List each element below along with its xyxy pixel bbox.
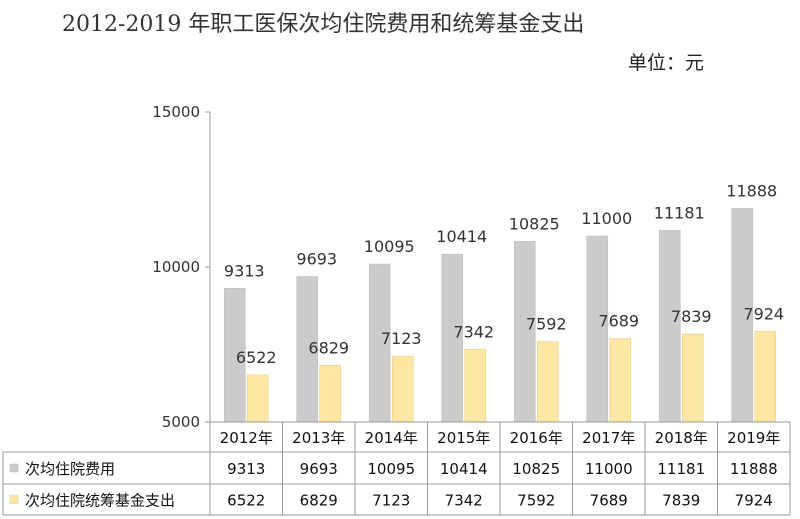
data-labels: 9313 6522 9693 6829 10095 7123 10414 7342 10825 7… bbox=[224, 181, 784, 366]
data-label: 7592 bbox=[526, 315, 567, 334]
table-cell: 7592 bbox=[517, 492, 555, 510]
y-axis: 5000 10000 15000 bbox=[152, 103, 211, 431]
table-cell: 7342 bbox=[445, 492, 483, 510]
table-cell: 10825 bbox=[512, 460, 560, 478]
unit-label: 单位：元 bbox=[628, 52, 705, 74]
data-label: 7123 bbox=[381, 329, 422, 348]
x-category-label: 2015年 bbox=[437, 429, 490, 447]
bar-fund-expense bbox=[246, 374, 269, 423]
data-table: 2012年 2013年 2014年 2015年 2016年 2017年 2018年 2019年… bbox=[2, 421, 791, 516]
chart-title: 2012-2019 年职工医保次均住院费用和统筹基金支出 bbox=[62, 12, 585, 37]
table-cell: 11888 bbox=[730, 460, 778, 478]
table-cell: 9693 bbox=[300, 460, 338, 478]
y-tick-label: 15000 bbox=[152, 103, 200, 121]
table-cell: 7689 bbox=[590, 492, 628, 510]
legend-swatch bbox=[9, 495, 19, 504]
bar-fund-expense bbox=[391, 355, 414, 423]
data-label: 10825 bbox=[509, 214, 560, 233]
bar-fund-expense bbox=[681, 333, 704, 423]
legend-swatch bbox=[9, 463, 19, 473]
x-category-label: 2019年 bbox=[727, 429, 780, 447]
bars bbox=[223, 208, 777, 423]
x-category-label: 2014年 bbox=[365, 429, 418, 447]
y-tick-label: 5000 bbox=[162, 413, 200, 431]
data-label: 7342 bbox=[453, 322, 494, 341]
table-cell: 7839 bbox=[662, 492, 700, 510]
table-cell: 9313 bbox=[227, 460, 265, 478]
x-category-label: 2012年 bbox=[220, 429, 273, 447]
x-category-label: 2013年 bbox=[292, 429, 345, 447]
table-cell: 10414 bbox=[440, 460, 488, 478]
data-label: 7839 bbox=[671, 307, 712, 326]
y-tick-label: 10000 bbox=[152, 258, 200, 276]
legend-entry: 次均住院费用 bbox=[25, 460, 115, 478]
bar-fund-expense bbox=[754, 331, 777, 423]
data-label: 6522 bbox=[236, 348, 277, 367]
table-cell: 6522 bbox=[227, 492, 265, 510]
legend-entry: 次均住院统筹基金支出 bbox=[25, 492, 175, 510]
data-label: 11888 bbox=[726, 181, 777, 200]
data-label: 11000 bbox=[581, 209, 632, 228]
data-label: 9693 bbox=[296, 250, 337, 269]
table-cell: 10095 bbox=[367, 460, 415, 478]
table-cell: 7924 bbox=[735, 492, 773, 510]
data-label: 11181 bbox=[654, 203, 705, 222]
bar-fund-expense bbox=[609, 338, 632, 423]
data-label: 10095 bbox=[364, 237, 415, 256]
data-label: 9313 bbox=[224, 261, 265, 280]
bar-fund-expense bbox=[464, 349, 487, 423]
bar-fund-expense bbox=[319, 365, 342, 423]
bar-fund-expense bbox=[536, 341, 559, 423]
x-category-label: 2017年 bbox=[582, 429, 635, 447]
data-label: 7689 bbox=[598, 312, 639, 331]
table-cell: 7123 bbox=[372, 492, 410, 510]
x-category-label: 2018年 bbox=[655, 429, 708, 447]
bar-hospital-cost bbox=[658, 230, 681, 423]
data-label: 7924 bbox=[743, 304, 784, 323]
x-category-label: 2016年 bbox=[510, 429, 563, 447]
data-label: 10414 bbox=[436, 227, 487, 246]
table-cell: 11000 bbox=[585, 460, 633, 478]
table-cell: 6829 bbox=[300, 492, 338, 510]
data-label: 6829 bbox=[308, 338, 349, 357]
table-cell: 11181 bbox=[657, 460, 705, 478]
